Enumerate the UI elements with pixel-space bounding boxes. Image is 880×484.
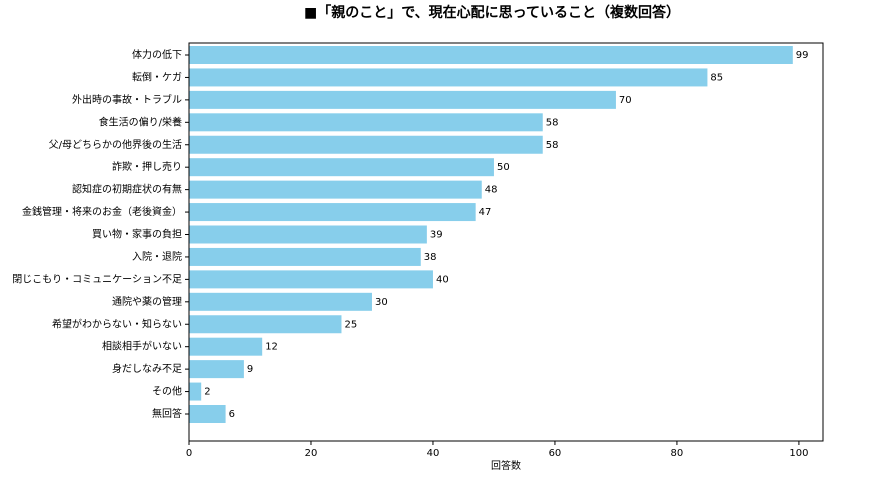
y-tick-label: 詐欺・押し売り [112,160,182,173]
y-tick-label: 閉じこもり・コミュニケーション不足 [12,273,182,285]
y-tick-label: 金銭管理・将来のお金（老後資金） [22,205,182,218]
y-tick-label: 入院・退院 [132,250,182,263]
x-tick-label: 80 [671,448,684,459]
bar [189,113,543,132]
bar [189,180,482,199]
x-tick-label: 20 [305,448,318,459]
data-label: 50 [497,162,510,173]
data-label: 12 [265,342,278,353]
data-label: 58 [546,117,559,128]
bar [189,315,342,334]
data-label: 39 [430,230,443,241]
y-tick-label: 相談相手がいない [102,340,182,353]
y-tick-label: 食生活の偏り/栄養 [99,115,182,128]
data-label: 47 [479,207,492,218]
bar [189,203,476,222]
bar [189,225,427,244]
chart-title: ■「親のこと」で、現在心配に思っていること（複数回答） [304,4,680,21]
bar [189,337,263,356]
y-tick-label: 通院や薬の管理 [112,295,182,308]
bar [189,158,494,177]
y-tick-label: 認知症の初期症状の有無 [72,183,182,196]
bar [189,135,543,154]
y-tick-label: 身だしなみ不足 [112,362,182,375]
bar [189,405,226,423]
data-label: 70 [619,95,632,106]
bar [189,382,202,401]
bar [189,247,421,266]
bar [189,90,616,109]
data-label: 38 [424,252,437,263]
y-tick-label: 外出時の事故・トラブル [72,93,182,106]
bar [189,68,708,87]
x-tick-label: 0 [186,448,192,459]
data-label: 85 [710,72,723,83]
y-tick-label: 父/母どちらかの他界後の生活 [49,138,182,151]
data-label: 99 [796,50,809,61]
y-tick-label: 転倒・ケガ [132,71,182,83]
bar [189,360,244,379]
data-label: 48 [485,185,498,196]
data-label: 40 [436,274,449,285]
x-axis-label: 回答数 [491,459,521,472]
data-label: 58 [546,140,559,151]
bar [189,46,793,64]
y-tick-label: 買い物・家事の負担 [92,228,182,241]
y-tick-label: 体力の低下 [132,48,182,61]
y-tick-label: その他 [152,385,182,398]
data-label: 6 [229,409,235,420]
bar [189,270,433,289]
x-tick-label: 40 [427,448,440,459]
data-label: 9 [247,364,253,375]
data-label: 25 [344,319,357,330]
x-tick-label: 60 [549,448,562,459]
data-label: 2 [204,387,210,398]
plot-frame [188,42,824,442]
bar [189,292,372,311]
x-tick-label: 100 [789,448,808,459]
y-tick-label: 希望がわからない・知らない [52,317,182,330]
data-label: 30 [375,297,388,308]
y-tick-label: 無回答 [152,407,182,420]
